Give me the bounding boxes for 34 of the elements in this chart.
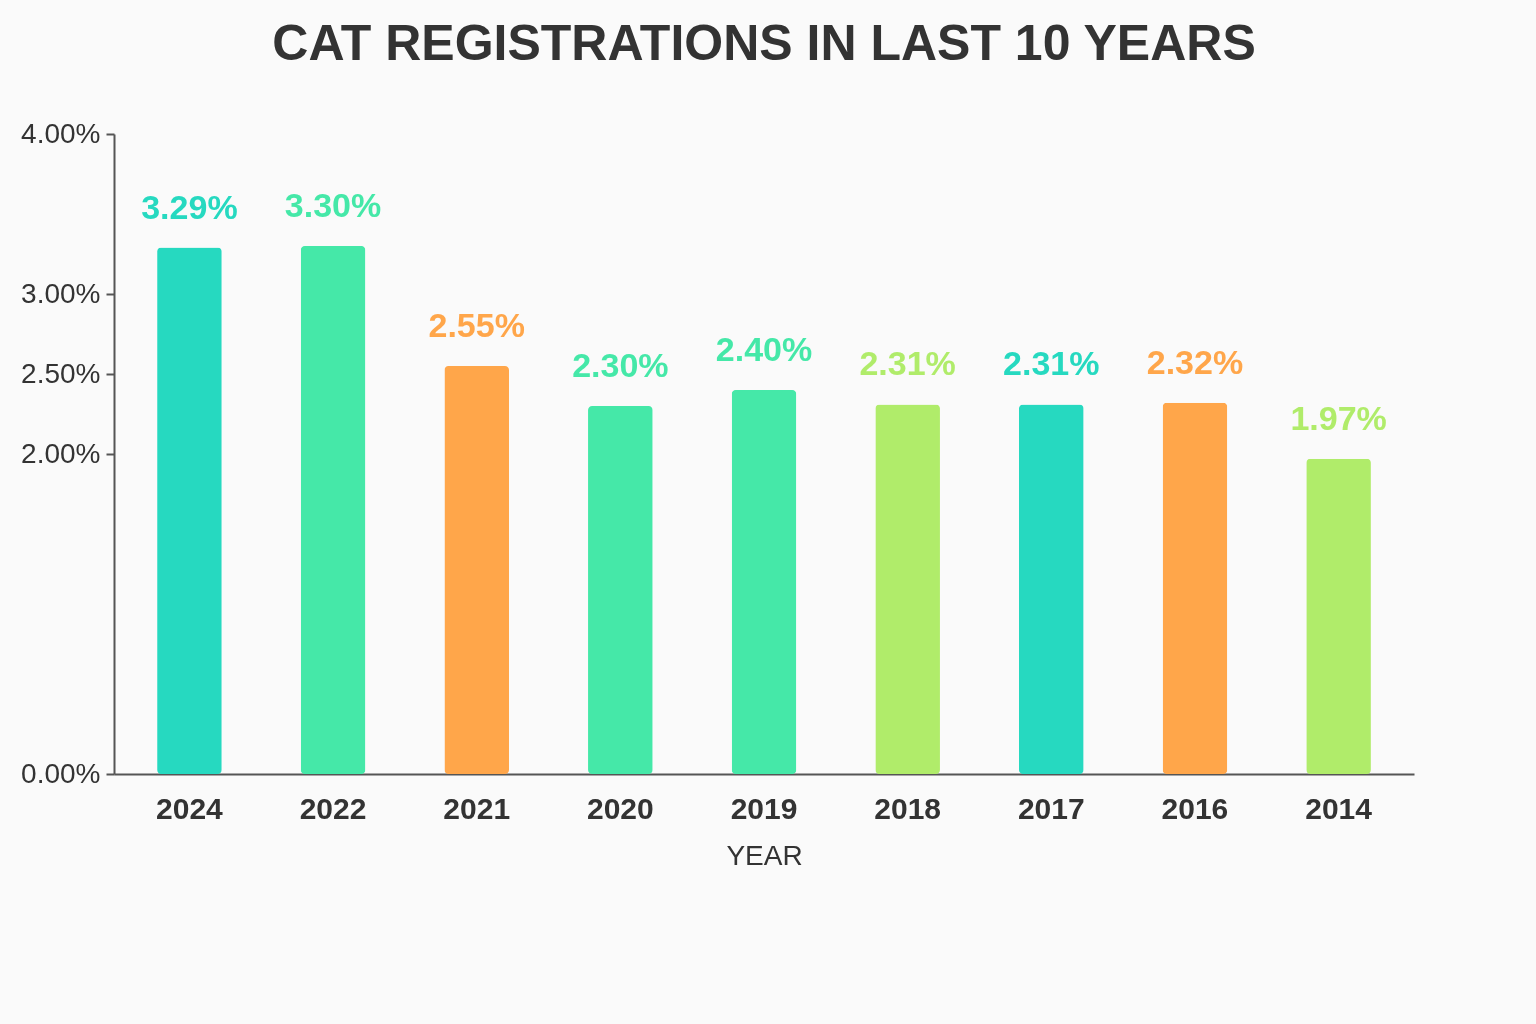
data-label: 2.30% bbox=[572, 346, 669, 384]
y-tick-label: 2.00% bbox=[21, 437, 101, 469]
bar bbox=[588, 406, 653, 774]
x-tick-label: 2022 bbox=[299, 791, 367, 825]
bar bbox=[1306, 458, 1371, 774]
bar bbox=[300, 246, 366, 774]
chart-title: CAT REGISTRATIONS IN LAST 10 YEARS bbox=[272, 15, 1256, 71]
x-tick-label: 2019 bbox=[730, 791, 798, 825]
x-tick-label: 2016 bbox=[1161, 791, 1229, 825]
bar bbox=[1018, 404, 1084, 774]
x-tick-label: 2020 bbox=[586, 791, 654, 825]
y-tick-label: 0.00% bbox=[21, 757, 101, 789]
bar bbox=[444, 366, 510, 774]
x-axis-title: YEAR bbox=[726, 839, 803, 871]
data-label: 1.97% bbox=[1290, 398, 1387, 437]
x-tick-label: 2017 bbox=[1017, 791, 1085, 825]
data-label: 3.30% bbox=[284, 186, 382, 224]
x-tick-label: 2024 bbox=[156, 791, 224, 825]
data-label: 3.29% bbox=[141, 187, 238, 226]
y-tick-label: 4.00% bbox=[21, 117, 101, 149]
bar bbox=[731, 390, 797, 774]
x-tick-label: 2018 bbox=[874, 791, 942, 825]
x-tick-label: 2021 bbox=[443, 791, 511, 825]
data-label: 2.32% bbox=[1146, 342, 1244, 381]
bar bbox=[157, 247, 222, 774]
bar bbox=[1162, 402, 1228, 774]
data-label: 2.55% bbox=[428, 306, 525, 344]
y-tick-label: 3.00% bbox=[21, 277, 101, 309]
data-label: 2.31% bbox=[1003, 344, 1100, 383]
y-tick-label: 2.50% bbox=[21, 357, 101, 389]
bar bbox=[875, 404, 940, 774]
data-label: 2.40% bbox=[715, 330, 813, 368]
x-tick-label: 2014 bbox=[1305, 791, 1373, 825]
data-label: 2.31% bbox=[859, 344, 956, 383]
